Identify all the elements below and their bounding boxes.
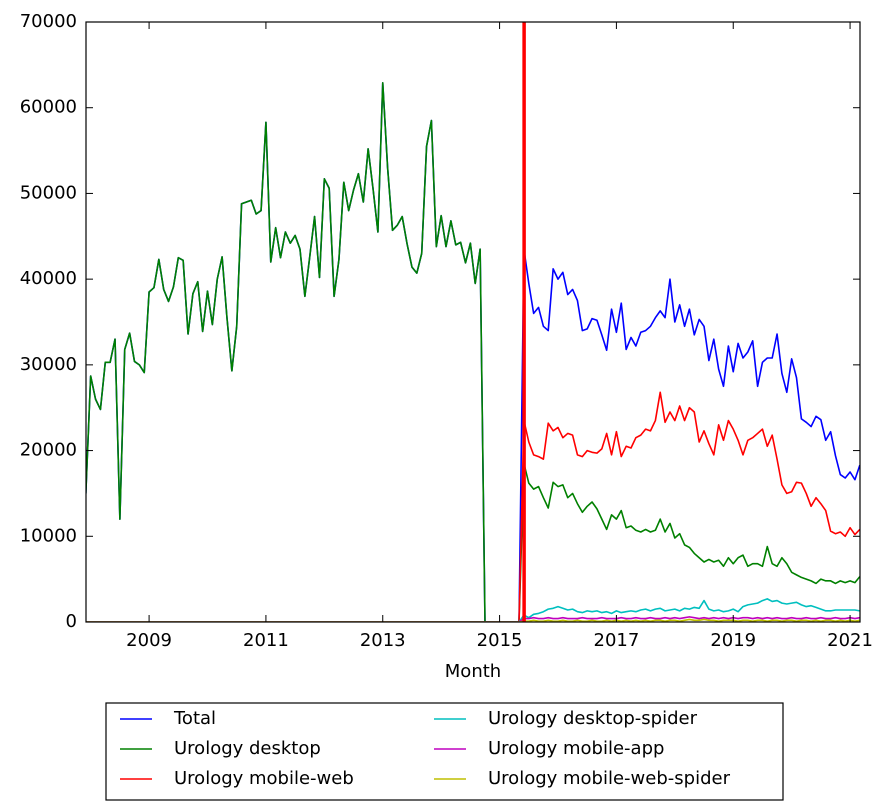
legend-label: Urology mobile-web — [174, 768, 354, 789]
legend-label: Urology mobile-app — [488, 738, 664, 759]
series-line — [86, 618, 860, 622]
x-tick-label: 2021 — [827, 630, 873, 651]
plot-area — [86, 22, 860, 622]
x-tick-label: 2019 — [710, 630, 756, 651]
legend-label: Urology desktop — [174, 738, 321, 759]
legend-label: Urology desktop-spider — [488, 708, 698, 729]
y-tick-label: 10000 — [20, 525, 77, 546]
y-tick-label: 30000 — [20, 354, 77, 375]
x-tick-label: 2015 — [477, 630, 523, 651]
series-line — [86, 391, 860, 622]
x-tick-label: 2017 — [594, 630, 640, 651]
y-tick-label: 40000 — [20, 268, 77, 289]
x-tick-label: 2009 — [126, 630, 172, 651]
y-tick-label: 50000 — [20, 182, 77, 203]
plot-lines — [86, 22, 860, 622]
x-tick-label: 2013 — [360, 630, 406, 651]
x-axis-label: Month — [445, 661, 501, 682]
y-tick-label: 20000 — [20, 440, 77, 461]
y-tick-label: 0 — [66, 611, 77, 632]
legend-label: Urology mobile-web-spider — [488, 768, 731, 789]
series-line — [86, 82, 860, 622]
axes-frame — [85, 21, 861, 623]
y-tick-label: 70000 — [20, 11, 77, 32]
legend-label: Total — [173, 708, 216, 729]
series-line — [86, 598, 860, 622]
x-tick-label: 2011 — [243, 630, 289, 651]
series-line — [86, 616, 860, 622]
y-tick-label: 60000 — [20, 97, 77, 118]
